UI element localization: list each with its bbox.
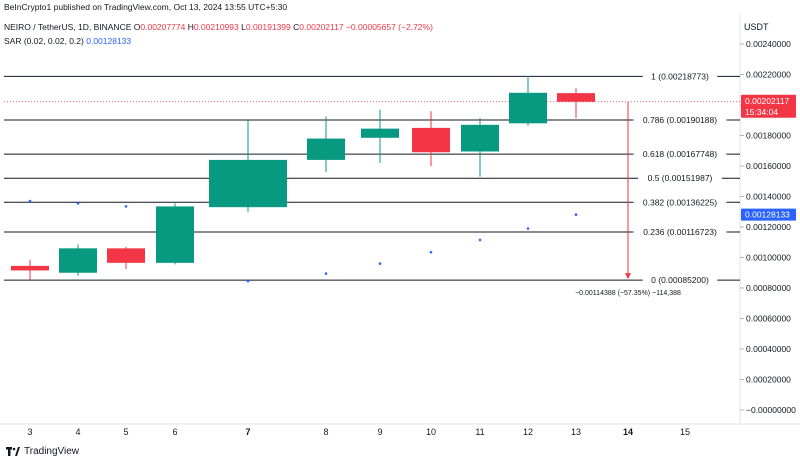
- sar-dot: [574, 213, 578, 216]
- fib-level-label: 0.236 (0.00116723): [643, 227, 717, 237]
- publisher-text: BeInCrypto1 published on TradingView.com…: [4, 2, 288, 12]
- y-tick-label: 0.00120000: [746, 222, 791, 232]
- y-tick-label: 0.00180000: [746, 131, 791, 141]
- candle-body: [361, 128, 399, 138]
- footer-brand: TradingView: [6, 446, 79, 457]
- candle-body: [509, 92, 547, 124]
- high-label: H: [187, 22, 194, 32]
- measure-label: −0.00114388 (−57.35%) −114,388: [575, 290, 681, 297]
- last-price-countdown: 15:34:04: [745, 107, 778, 117]
- fib-level-label: 0.618 (0.00167748): [643, 149, 717, 159]
- x-tick-label: 12: [523, 427, 533, 437]
- candle-body: [209, 159, 287, 208]
- y-tick-label: 0.00220000: [746, 70, 791, 80]
- x-tick-label: 6: [172, 427, 177, 437]
- last-price-tag-value: 0.00202117: [745, 96, 790, 106]
- y-tick-label: 0.00060000: [746, 314, 791, 324]
- fib-level-label: 0.786 (0.00190188): [643, 115, 717, 125]
- tradingview-logo-icon: [6, 447, 20, 456]
- fib-label-bg: [638, 172, 722, 184]
- y-tick-label: 0.00100000: [746, 253, 791, 263]
- open-value: 0.00207774: [140, 22, 186, 32]
- candle-body: [557, 93, 595, 102]
- x-tick-label: 7: [245, 427, 250, 437]
- fib-label-bg: [633, 148, 727, 160]
- candle-body: [412, 127, 450, 153]
- x-tick-label: 10: [426, 427, 436, 437]
- y-tick-label: 0.00160000: [746, 161, 791, 171]
- sar-dot: [324, 272, 328, 275]
- candle-body: [59, 248, 97, 273]
- x-tick-label: 5: [123, 427, 128, 437]
- y-tick-label: 0.00240000: [746, 39, 791, 49]
- low-value: 0.00191399: [245, 22, 291, 32]
- footer-brand-label: TradingView: [24, 446, 80, 457]
- measure-arrow-head: [625, 273, 631, 280]
- candle-body: [156, 206, 194, 263]
- open-label: O: [133, 22, 141, 32]
- y-tick-label: −0.00000000: [746, 405, 796, 415]
- symbol-label: NEIRO / TetherUS, 1D, BINANCE: [4, 22, 132, 32]
- x-tick-label: 14: [623, 427, 633, 437]
- ohlc-legend: NEIRO / TetherUS, 1D, BINANCE O0.0020777…: [4, 22, 433, 32]
- y-tick-label: 0.00080000: [746, 283, 791, 293]
- sar-label: SAR (0.02, 0.02, 0.2): [4, 36, 84, 46]
- fib-level-label: 0.5 (0.00151987): [648, 173, 713, 183]
- fib-level-label: 1 (0.00218773): [651, 71, 709, 81]
- last-price-tag: [741, 94, 796, 118]
- fib-label-bg: [633, 196, 727, 208]
- x-tick-label: 4: [75, 427, 80, 437]
- fib-label-bg: [633, 225, 727, 237]
- close-value: 0.00202117: [299, 22, 344, 32]
- fib-label-bg: [642, 274, 718, 286]
- y-tick-label: 0.00140000: [746, 192, 791, 202]
- fib-level-label: 0.382 (0.00136225): [643, 197, 717, 207]
- sar-legend: SAR (0.02, 0.02, 0.2) 0.00128133: [4, 36, 131, 46]
- sar-price-tag-value: 0.00128133: [745, 210, 790, 220]
- sar-dot: [76, 202, 80, 205]
- candle-body: [307, 138, 345, 160]
- x-tick-label: 15: [680, 427, 690, 437]
- y-tick-label: 0.00020000: [746, 375, 791, 385]
- sar-dot: [124, 205, 128, 208]
- y-tick-label: 0.00040000: [746, 344, 791, 354]
- sar-dot: [526, 227, 530, 230]
- x-tick-label: 3: [27, 427, 32, 437]
- currency-label: USDT: [744, 22, 769, 32]
- change-value: −0.00005657 (−2.72%): [345, 22, 433, 32]
- close-label: C: [293, 22, 300, 32]
- fib-level-label: 0 (0.00085200): [651, 275, 709, 285]
- sar-value: 0.00128133: [86, 36, 132, 46]
- sar-dot: [478, 238, 482, 242]
- x-tick-label: 13: [571, 427, 581, 437]
- high-value: 0.00210993: [193, 22, 239, 32]
- x-tick-label: 11: [475, 427, 484, 437]
- fib-label-bg: [642, 70, 718, 82]
- candle-body: [461, 124, 499, 152]
- sar-dot: [378, 262, 382, 265]
- x-tick-label: 8: [323, 427, 328, 437]
- low-label: L: [241, 22, 246, 32]
- candle-body: [11, 265, 49, 271]
- sar-price-tag: [741, 208, 796, 221]
- sar-dot: [429, 250, 433, 254]
- candle-body: [107, 248, 145, 263]
- sar-dot: [28, 199, 32, 203]
- sar-dot: [246, 279, 250, 283]
- fib-label-bg: [633, 113, 727, 125]
- x-tick-label: 9: [377, 427, 382, 437]
